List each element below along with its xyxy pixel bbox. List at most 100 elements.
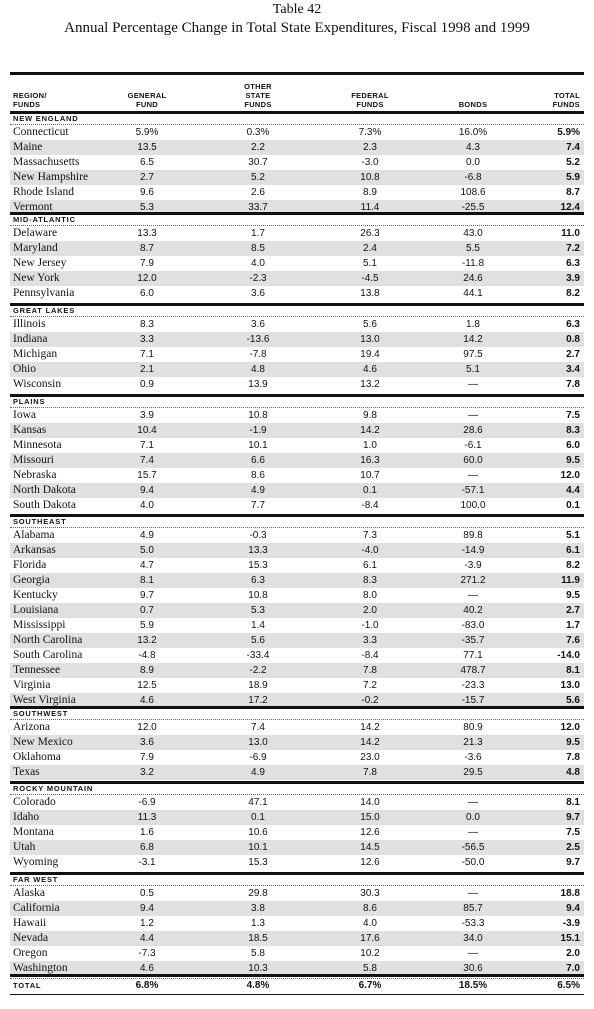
federal-funds-cell: 6.1 [363,560,377,571]
state-name: Texas [13,766,40,778]
other-state-funds-cell: 10.1 [248,440,268,451]
state-name: Massachusetts [13,156,80,168]
table-row: Wyoming -3.1 15.3 12.6 -50.0 9.7 [10,855,584,870]
dotted-rule [10,978,584,979]
table-row: Arizona 12.0 7.4 14.2 80.9 12.0 [10,720,584,735]
other-state-funds-cell: -2.3 [249,273,267,284]
federal-funds-cell: -1.0 [361,620,379,631]
total-funds-cell: 11.0 [561,228,580,239]
general-fund-cell: 15.7 [137,470,157,481]
region-rule [10,872,584,875]
general-fund-cell: 4.7 [140,560,154,571]
total-funds-cell: 6.1 [566,545,580,556]
total-funds-cell: 9.5 [566,737,580,748]
bonds-cell: -6.1 [464,440,482,451]
general-fund-cell: 12.0 [137,273,157,284]
other-state-funds-cell: -33.4 [246,650,270,661]
state-name: Tennessee [13,664,61,676]
bonds-cell: — [468,827,478,838]
bonds-cell: 89.8 [463,530,483,541]
total-funds-cell: 7.2 [566,243,580,254]
general-fund-cell: 7.1 [140,440,154,451]
other-state-funds-cell: 1.4 [251,620,265,631]
bottom-rule [10,994,584,995]
other-state-funds-cell: 15.3 [248,857,268,868]
state-name: California [13,902,60,914]
total-funds-cell: 11.9 [561,575,580,586]
bonds-cell: 28.6 [463,425,483,436]
state-name: Illinois [13,318,46,330]
bonds-cell: 21.3 [463,737,483,748]
general-fund-cell: 4.6 [140,695,154,706]
total-funds-cell: 6.3 [566,258,580,269]
state-name: New Hampshire [13,171,89,183]
general-fund-cell: 3.3 [140,334,154,345]
table-row: Idaho 11.3 0.1 15.0 0.0 9.7 [10,810,584,825]
general-fund-cell: 3.2 [140,767,154,778]
total-rule [10,974,584,977]
other-state-funds-cell: 33.7 [248,202,268,213]
general-fund-cell: 8.7 [140,243,154,254]
other-state-funds-cell: 10.6 [248,827,268,838]
table-row: Oregon -7.3 5.8 10.2 — 2.0 [10,946,584,961]
bonds-cell: 5.5 [466,243,480,254]
table-row: Ohio 2.1 4.8 4.6 5.1 3.4 [10,362,584,377]
bonds-cell: 4.3 [466,142,480,153]
bonds-cell: 478.7 [460,665,486,676]
state-name: Alabama [13,529,55,541]
general-fund-cell: -6.9 [138,797,156,808]
general-fund-cell: 5.3 [140,202,154,213]
dotted-rule [10,124,584,125]
federal-funds-cell: 4.0 [363,918,377,929]
other-state-funds-cell: 0.3% [246,127,270,138]
other-state-funds-cell: 5.3 [251,605,265,616]
region-label: MID-ATLANTIC [13,215,76,224]
state-name: Kansas [13,424,47,436]
table-row: Utah 6.8 10.1 14.5 -56.5 2.5 [10,840,584,855]
general-fund-cell: 9.4 [140,485,154,496]
dotted-rule [10,794,584,795]
federal-funds-cell: 3.3 [363,635,377,646]
bonds-cell: — [468,410,478,421]
other-state-funds-cell: 0.1 [251,812,265,823]
general-fund-cell: 7.4 [140,455,154,466]
general-fund-cell: 3.6 [140,737,154,748]
general-fund-cell: 1.6 [140,827,154,838]
state-name: Oklahoma [13,751,61,763]
other-state-funds-cell: 8.6 [251,470,265,481]
state-name: Ohio [13,363,36,375]
total-funds-cell: 12.4 [560,202,580,213]
total-funds-cell: 9.7 [566,857,580,868]
total-funds-cell: 12.0 [560,470,580,481]
state-name: New York [13,272,60,284]
federal-funds-cell: 13.2 [360,379,380,390]
bonds-cell: -23.3 [461,680,485,691]
other-state-funds-cell: 4.8 [251,364,265,375]
table-row: Kentucky 9.7 10.8 8.0 — 9.5 [10,588,584,603]
other-state-funds-cell: 10.8 [248,410,268,421]
other-state-funds-cell: 30.7 [248,157,268,168]
total-total-funds-cell: 6.5% [557,980,580,991]
state-name: Florida [13,559,47,571]
total-funds-cell: -14.0 [557,650,580,661]
other-state-funds-cell: 6.3 [251,575,265,586]
table-row: Alaska 0.5 29.8 30.3 — 18.8 [10,886,584,901]
bonds-cell: — [468,379,478,390]
state-name: Maine [13,141,43,153]
other-state-funds-cell: 10.8 [248,590,268,601]
total-federal-funds-cell: 6.7% [358,980,382,991]
total-funds-cell: 2.7 [566,349,580,360]
state-name: Missouri [13,454,54,466]
region-rule [10,514,584,517]
general-fund-cell: 8.9 [140,665,154,676]
federal-funds-cell: -3.0 [361,157,379,168]
total-funds-cell: 5.9 [566,172,580,183]
other-state-funds-cell: -1.9 [249,425,267,436]
other-state-funds-cell: 4.9 [251,485,265,496]
federal-funds-cell: 5.8 [363,963,377,974]
general-fund-cell: 13.3 [137,228,157,239]
bonds-cell: -3.9 [464,560,482,571]
state-name: Georgia [13,574,50,586]
state-name: North Dakota [13,484,76,496]
general-fund-cell: 6.0 [140,288,154,299]
